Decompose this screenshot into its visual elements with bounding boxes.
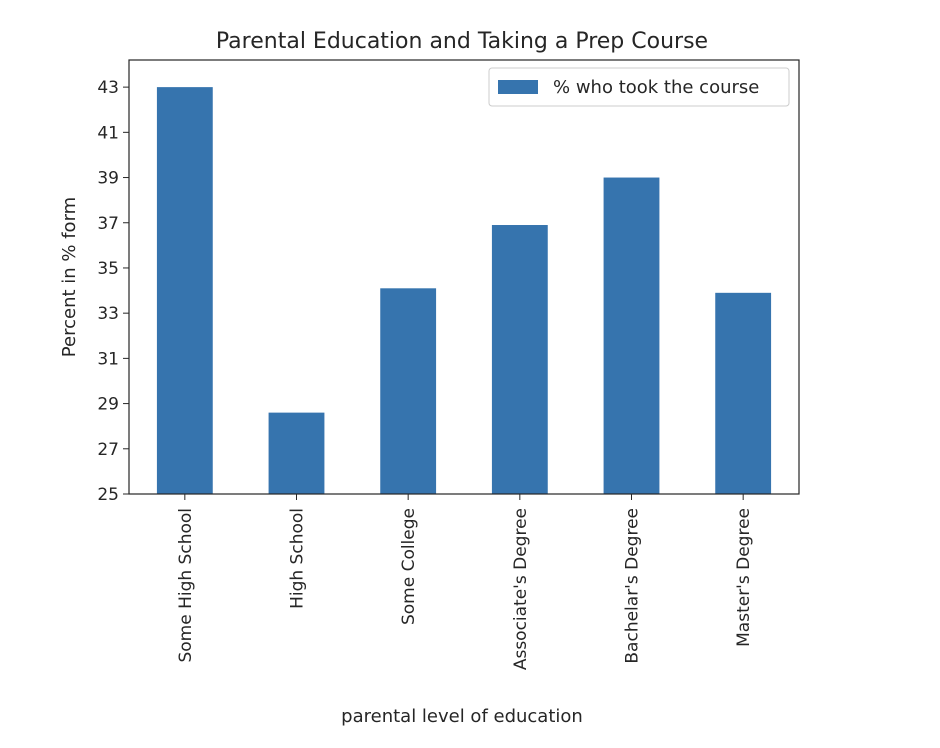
bar-3 bbox=[491, 225, 548, 494]
y-tick-label: 31 bbox=[97, 349, 119, 369]
bar-2 bbox=[380, 288, 437, 494]
y-axis-label: Percent in % form bbox=[59, 197, 80, 357]
bar-4 bbox=[603, 177, 660, 494]
y-tick-label: 29 bbox=[97, 395, 119, 415]
y-tick-label: 43 bbox=[97, 78, 119, 98]
bar-5 bbox=[715, 292, 772, 494]
x-tick-label: Some High School bbox=[176, 508, 196, 663]
chart-title: Parental Education and Taking a Prep Cou… bbox=[216, 29, 708, 54]
y-tick-label: 41 bbox=[97, 123, 119, 143]
plot-frame bbox=[128, 59, 800, 495]
x-tick-label: Bachelar's Degree bbox=[623, 508, 643, 664]
legend: % who took the course bbox=[488, 67, 790, 107]
y-axis-ticks: 25 27 29 31 33 35 37 39 41 43 bbox=[97, 78, 129, 505]
y-tick-label: 39 bbox=[97, 169, 119, 189]
x-axis-label: parental level of education bbox=[341, 706, 583, 727]
x-tick-label: Associate's Degree bbox=[511, 508, 531, 670]
y-tick-label: 35 bbox=[97, 259, 119, 279]
y-tick-label: 33 bbox=[97, 304, 119, 324]
y-tick-label: 37 bbox=[97, 214, 119, 234]
bar-1 bbox=[268, 412, 325, 494]
legend-swatch bbox=[498, 80, 538, 94]
y-tick-label: 27 bbox=[97, 440, 119, 460]
x-tick-label: High School bbox=[288, 508, 308, 609]
bar-0 bbox=[156, 87, 213, 494]
bars-group bbox=[156, 87, 772, 494]
x-tick-label: Some College bbox=[399, 508, 419, 625]
y-tick-label: 25 bbox=[97, 485, 119, 505]
legend-box bbox=[488, 67, 790, 107]
legend-label: % who took the course bbox=[553, 77, 759, 98]
x-tick-label: Master's Degree bbox=[734, 508, 754, 647]
x-axis-ticks: Some High School High School Some College A… bbox=[176, 494, 754, 670]
